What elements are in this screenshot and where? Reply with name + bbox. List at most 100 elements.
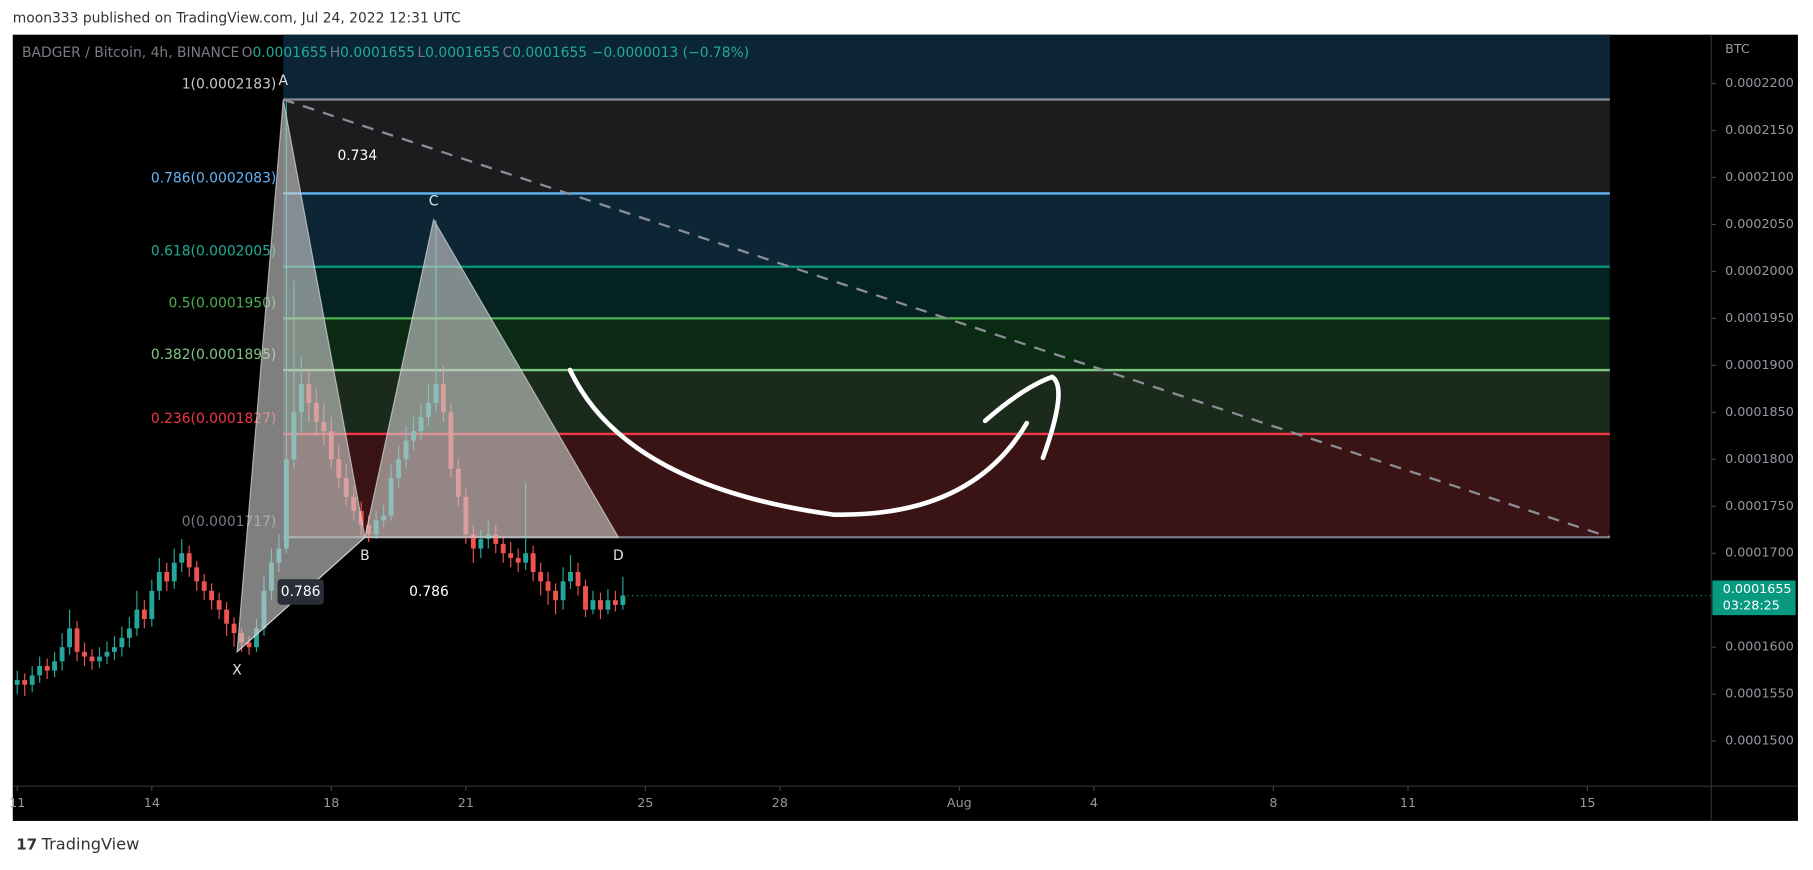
candle-body (179, 553, 185, 563)
pattern-point-label: X (232, 662, 242, 678)
candle-body (112, 647, 117, 652)
candle-body (22, 680, 28, 685)
candle-body (37, 665, 43, 676)
countdown: 03:28:25 (1723, 597, 1780, 612)
candle-body (568, 572, 573, 582)
candle-body (89, 656, 95, 662)
candle-body (553, 590, 559, 601)
pattern-point-label: D (613, 548, 624, 564)
x-tick-label: 11 (1400, 795, 1416, 810)
candle-body (246, 642, 252, 648)
y-tick-label: 0.0001850 (1725, 404, 1794, 419)
candle-body (231, 623, 237, 634)
candle-body (14, 680, 20, 685)
candle-body (538, 572, 544, 582)
candle-body (605, 600, 611, 610)
fib-band (283, 99, 1610, 194)
fib-label: 0.382(0.0001895) (151, 347, 276, 363)
x-tick-label: 21 (458, 795, 474, 810)
fib-band (283, 266, 1610, 319)
ohlc-key: L (417, 45, 425, 61)
x-tick-label: 8 (1269, 795, 1277, 810)
fib-label: 0.5(0.0001950) (169, 295, 277, 311)
candle-body (612, 600, 618, 605)
candle-body (67, 628, 73, 648)
candle-body (209, 590, 215, 601)
x-tick-label: 15 (1579, 795, 1595, 810)
x-tick-label: 4 (1090, 795, 1098, 810)
trendline (282, 98, 1611, 539)
ohlc-value: 0.0001655 (253, 45, 328, 61)
plot: 1(0.0002183) 0.786(0.0002083) 0.618(0.0002… (9, 34, 1796, 810)
candle-body (216, 600, 222, 610)
y-tick-label: 0.0001700 (1725, 545, 1794, 560)
drawn-arrow (567, 367, 1030, 517)
ohlc-value: 0.0001655 (425, 45, 500, 61)
pattern-point-label: A (279, 73, 289, 89)
candle-body (164, 572, 170, 582)
candle-body (119, 637, 125, 648)
candle-body (29, 675, 35, 685)
symbol-info: BADGER / Bitcoin, 4h, BINANCE (22, 45, 239, 61)
y-tick-label: 0.0002200 (1725, 75, 1794, 90)
y-tick-label: 0.0001950 (1725, 310, 1794, 325)
candle-body (224, 609, 230, 624)
fib-label: 0.786(0.0002083) (151, 170, 276, 186)
y-tick-label: 0.0001550 (1725, 686, 1794, 701)
fib-label: 1(0.0002183) (182, 76, 277, 92)
candle-body (171, 562, 177, 582)
brand-logo: 𝟭𝟳 (16, 836, 37, 854)
last-price-tag (1712, 580, 1796, 616)
y-unit: BTC (1725, 41, 1750, 56)
candle-body (598, 600, 603, 610)
candle-body (590, 600, 596, 610)
legend: BADGER / Bitcoin, 4h, BINANCE O 0.0001655 H… (22, 45, 749, 61)
y-tick-label: 0.0002050 (1725, 216, 1794, 231)
pattern-ratio: 0.786 (281, 584, 321, 600)
candle-body (74, 628, 80, 652)
candle-body (508, 553, 514, 558)
y-tick-label: 0.0001900 (1725, 357, 1794, 372)
pattern-ratio: 0.786 (409, 584, 449, 600)
candle-body (52, 661, 58, 671)
candle-body (254, 628, 259, 648)
x-tick-label: 11 (9, 795, 25, 810)
candle-body (493, 534, 499, 544)
candle-body (194, 567, 200, 582)
ohlc-key: H (330, 45, 340, 61)
ohlc-key: C (502, 45, 512, 61)
candle-body (126, 628, 132, 638)
candle-body (515, 557, 521, 563)
candle-body (575, 572, 581, 587)
ohlc-value: 0.0001655 (512, 45, 587, 61)
last-price-label: 0.0001655 (1723, 581, 1792, 596)
x-tick-label: Aug (947, 795, 972, 810)
candle-body (545, 581, 551, 591)
drawn-arrow-head (982, 374, 1061, 461)
y-tick-label: 0.0001600 (1725, 639, 1794, 654)
brand: TradingView (41, 835, 140, 854)
ohlc-value: 0.0001655 (340, 45, 415, 61)
x-tick-label: 14 (144, 795, 160, 810)
candle-body (560, 581, 566, 601)
publish-info: moon333 published on TradingView.com, Ju… (13, 10, 461, 26)
candle-body (500, 543, 506, 554)
candle-body (470, 534, 476, 549)
candle-body (82, 651, 87, 657)
candle-body (478, 539, 484, 549)
y-tick-label: 0.0001750 (1725, 498, 1794, 513)
candle-body (156, 572, 162, 591)
candle-body (149, 590, 155, 620)
candle-body (620, 595, 626, 605)
x-tick-label: 28 (772, 795, 788, 810)
y-tick-label: 0.0002150 (1725, 122, 1794, 137)
fib-band (283, 34, 1610, 100)
candle-body (59, 647, 65, 662)
candle-body (104, 651, 110, 657)
candle-body (97, 656, 102, 662)
x-tick-label: 18 (323, 795, 339, 810)
pattern-ratio: 0.734 (337, 148, 377, 164)
fib-band (283, 193, 1610, 267)
